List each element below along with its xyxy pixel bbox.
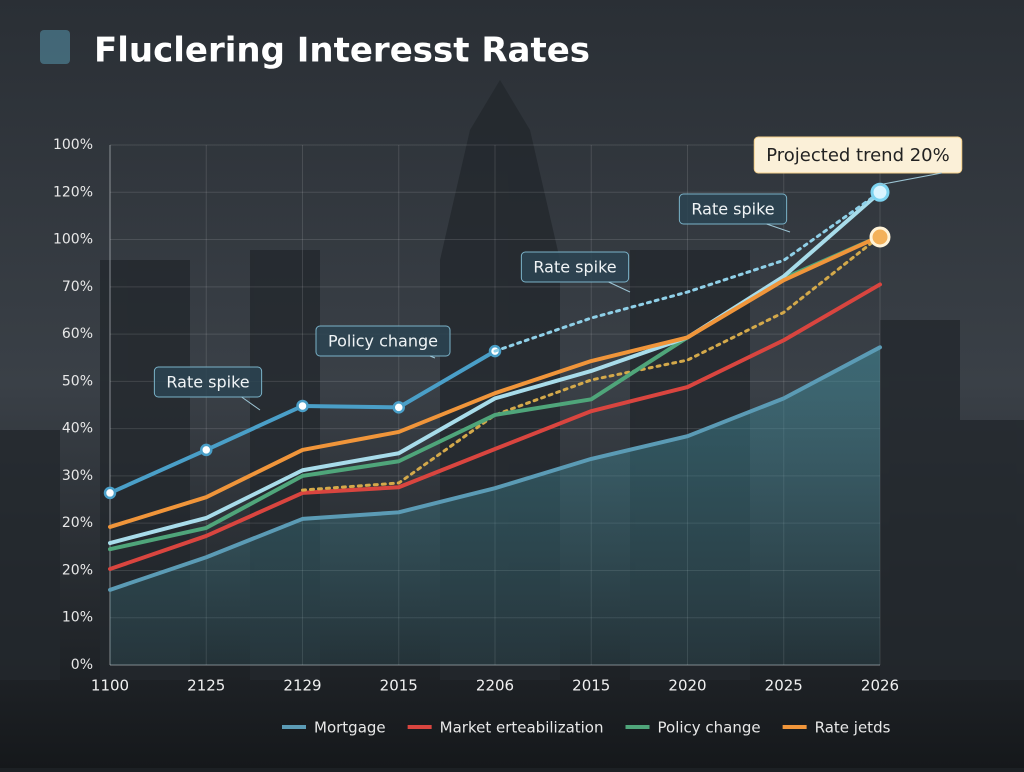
annotation: Rate spike bbox=[533, 258, 616, 277]
y-tick-label: 0% bbox=[71, 657, 93, 673]
legend-label: Policy change bbox=[658, 719, 761, 737]
y-tick-label: 50% bbox=[62, 373, 93, 389]
annotation: Rate spike bbox=[166, 373, 249, 392]
annotation-pointer bbox=[877, 172, 942, 186]
series-line bbox=[108, 345, 882, 592]
series-line bbox=[108, 282, 882, 572]
legend-label: Mortgage bbox=[314, 719, 386, 737]
annotation: Rate spike bbox=[691, 200, 774, 219]
series-line bbox=[108, 234, 882, 529]
x-tick-label: 2015 bbox=[380, 677, 418, 695]
x-tick-label: 1100 bbox=[91, 677, 129, 695]
y-tick-label: 10% bbox=[62, 610, 93, 626]
annotation-pointer bbox=[429, 355, 436, 359]
point bbox=[296, 399, 309, 413]
y-tick-label: 40% bbox=[62, 421, 93, 437]
annotation-box bbox=[315, 325, 451, 357]
annotation-pointer bbox=[608, 281, 631, 293]
x-tick-label: 2129 bbox=[283, 677, 321, 695]
highlight bbox=[870, 182, 890, 202]
y-tick-label: 20% bbox=[62, 515, 93, 531]
annotation-box bbox=[153, 366, 263, 398]
annotation: Policy change bbox=[328, 332, 438, 351]
chart-title: Fluclering Interesst Rates bbox=[94, 31, 590, 71]
legend-label: Market erteabilization bbox=[440, 719, 604, 737]
series-line bbox=[493, 190, 882, 353]
x-tick-label: 2025 bbox=[765, 677, 803, 695]
annotation-box bbox=[753, 136, 963, 174]
series-line bbox=[108, 190, 882, 546]
annotation-box bbox=[678, 193, 788, 225]
x-tick-label: 2020 bbox=[668, 677, 706, 695]
y-tick-label: 100% bbox=[53, 232, 93, 248]
annotation-pointer bbox=[766, 223, 791, 233]
annotation: Projected trend 20% bbox=[766, 145, 950, 166]
point bbox=[392, 401, 405, 414]
y-tick-label: 100% bbox=[53, 137, 93, 153]
y-tick-label: 70% bbox=[62, 279, 93, 295]
highlight bbox=[869, 226, 891, 248]
x-tick-label: 2026 bbox=[861, 677, 899, 695]
series-line bbox=[301, 234, 882, 492]
logo bbox=[40, 30, 70, 64]
y-tick-label: 120% bbox=[53, 184, 93, 200]
legend-label: Rate jetds bbox=[815, 719, 891, 737]
point bbox=[103, 486, 117, 500]
annotation-box bbox=[520, 251, 630, 283]
point bbox=[200, 443, 213, 457]
x-tick-label: 2206 bbox=[476, 677, 514, 695]
area bbox=[110, 347, 880, 665]
x-tick-label: 2125 bbox=[187, 677, 225, 695]
y-tick-label: 60% bbox=[62, 326, 93, 342]
y-tick-label: 30% bbox=[62, 468, 93, 484]
annotation-pointer bbox=[241, 396, 261, 411]
y-tick-label: 20% bbox=[62, 562, 93, 578]
x-tick-label: 2015 bbox=[572, 677, 610, 695]
